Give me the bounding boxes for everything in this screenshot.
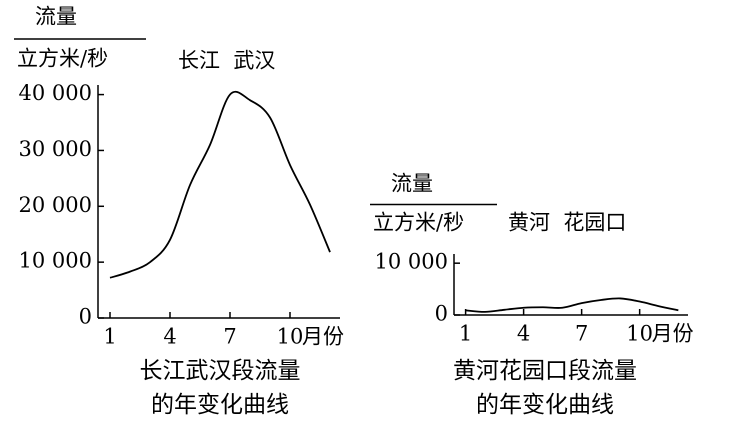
y-label-bottom: 立方米/秒: [373, 211, 464, 235]
caption: 的年变化曲线: [476, 392, 614, 418]
x-tick-label: 7: [223, 325, 236, 349]
y-tick-label: 30 000: [19, 137, 92, 161]
y-tick-label: 10 000: [19, 249, 92, 273]
y-label-bottom: 立方米/秒: [17, 47, 108, 71]
x-tick-label: 1: [459, 322, 472, 346]
x-tick-label: 10: [626, 322, 653, 346]
y-label-top: 流量: [35, 5, 77, 29]
y-tick-label: 40 000: [19, 81, 92, 105]
y-tick-label: 20 000: [19, 193, 92, 217]
y-tick-label: 0: [435, 302, 448, 326]
x-tick-label: 10: [277, 325, 304, 349]
caption: 黄河花园口段流量: [453, 358, 637, 384]
y-label-top: 流量: [391, 172, 433, 196]
caption: 的年变化曲线: [151, 392, 289, 418]
line: [465, 297, 679, 313]
chart-title: 长江 武汉: [178, 49, 275, 73]
chart-title: 黄河 花园口: [508, 211, 626, 235]
x-label: 月份: [302, 325, 344, 349]
x-tick-label: 4: [517, 322, 530, 346]
x-label: 月份: [652, 322, 694, 346]
line: [109, 90, 331, 279]
caption: 长江武汉段流量: [140, 358, 301, 384]
y-tick-label: 0: [79, 305, 92, 329]
x-tick-label: 7: [575, 322, 588, 346]
x-tick-label: 4: [163, 325, 176, 349]
y-tick-label: 10 000: [375, 250, 448, 274]
x-tick-label: 1: [103, 325, 116, 349]
